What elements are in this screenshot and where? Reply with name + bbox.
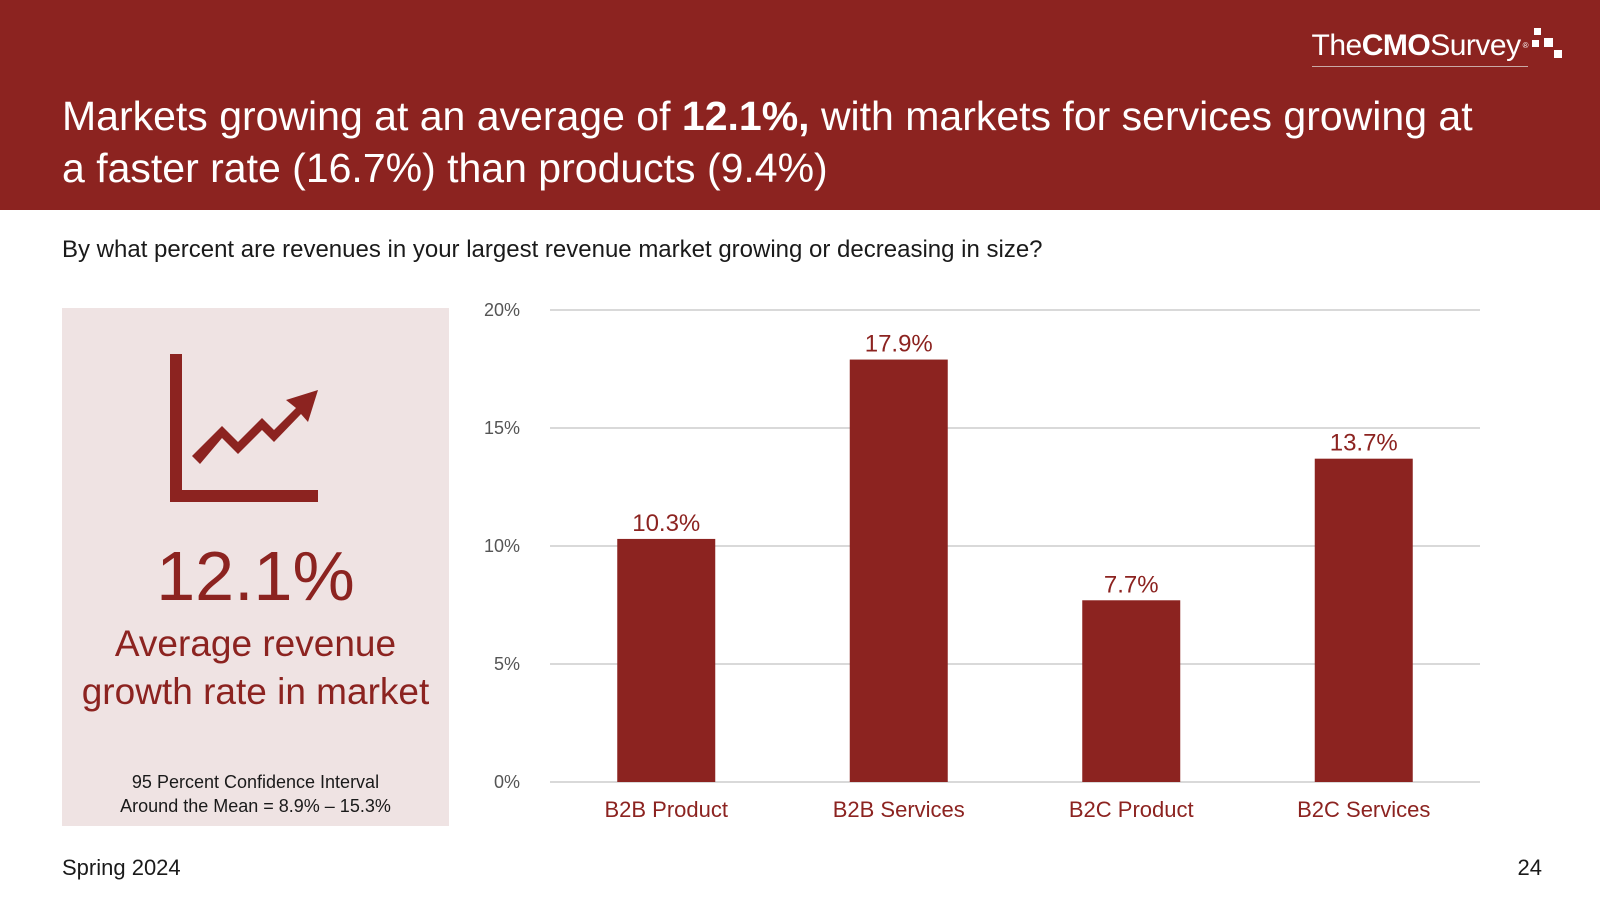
x-category-label: B2C Services <box>1297 797 1430 822</box>
confidence-interval: 95 Percent Confidence Interval Around th… <box>62 770 449 818</box>
data-label: 10.3% <box>632 510 700 537</box>
y-tick-label: 10% <box>484 536 520 556</box>
data-label: 7.7% <box>1104 571 1159 598</box>
logo-mark-icon <box>1532 28 1562 66</box>
page-number: 24 <box>1517 855 1542 880</box>
stat-panel: 12.1% Average revenue growth rate in mar… <box>62 308 449 826</box>
page-title: Markets growing at an average of 12.1%, … <box>62 90 1482 194</box>
x-category-label: B2B Services <box>833 797 965 822</box>
x-category-label: B2B Product <box>604 797 728 822</box>
ci-line-1: 95 Percent Confidence Interval <box>131 772 380 792</box>
logo-survey: Survey <box>1430 29 1521 62</box>
bar <box>617 538 716 782</box>
logo-the: The <box>1311 29 1363 62</box>
logo-cmo: CMO <box>1361 29 1431 62</box>
logo-registered: ® <box>1522 41 1529 50</box>
y-tick-label: 20% <box>484 300 520 320</box>
title-part-1: Markets growing at an average of <box>62 93 682 139</box>
ci-line-2: Around the Mean = 8.9% – 15.3% <box>120 796 391 816</box>
bar <box>1082 600 1181 782</box>
cmo-survey-logo: TheCMOSurvey ® <box>1311 28 1562 67</box>
bar <box>849 359 948 782</box>
title-part-2: with markets for services growing at a f… <box>62 93 1473 191</box>
header-band: TheCMOSurvey ® Markets growing at an aver… <box>0 0 1600 210</box>
y-tick-label: 0% <box>494 772 520 792</box>
stat-label: Average revenue growth rate in market <box>81 623 430 712</box>
revenue-growth-bar-chart: 0% 5% 10% 15% 20% 10.3% B2B Product 17.9% B2B Se… <box>484 300 1480 822</box>
bar <box>1314 458 1413 782</box>
stat-value: 12.1% <box>156 537 355 615</box>
y-tick-label: 5% <box>494 654 520 674</box>
data-label: 13.7% <box>1330 430 1398 457</box>
trend-up-icon <box>170 354 318 502</box>
x-category-label: B2C Product <box>1069 797 1194 822</box>
title-highlight: 12.1%, <box>681 93 810 139</box>
survey-question: By what percent are revenues in your lar… <box>62 236 1043 263</box>
data-label: 17.9% <box>865 331 933 358</box>
footer-season: Spring 2024 <box>62 855 181 880</box>
y-tick-label: 15% <box>484 418 520 438</box>
